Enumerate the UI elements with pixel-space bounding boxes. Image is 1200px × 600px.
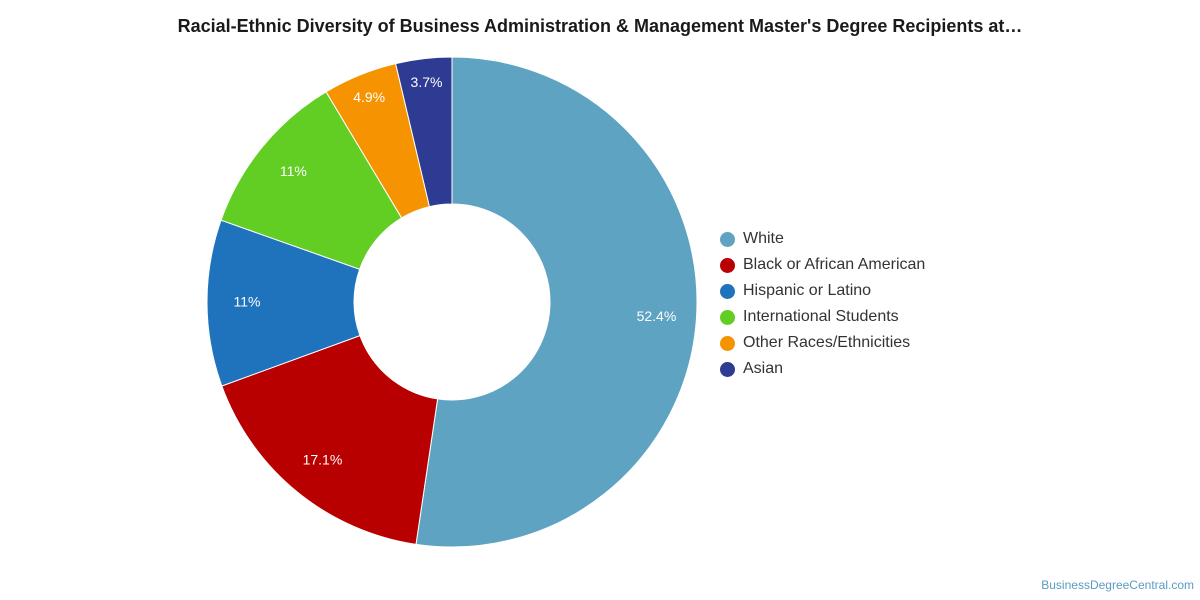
slice-label-1: 17.1%: [303, 452, 343, 468]
legend-item-0[interactable]: White: [720, 226, 925, 252]
legend-swatch-3: [720, 309, 735, 325]
legend-swatch-0: [720, 231, 735, 247]
legend-label-3: International Students: [743, 308, 899, 325]
slice-label-0: 52.4%: [637, 308, 677, 324]
legend-item-4[interactable]: Other Races/Ethnicities: [720, 330, 925, 356]
donut-slice-0[interactable]: [415, 56, 698, 548]
slice-label-2: 11%: [234, 294, 261, 310]
legend-label-1: Black or African American: [743, 256, 926, 273]
legend-item-2[interactable]: Hispanic or Latino: [720, 278, 925, 304]
chart-legend: White Black or African American Hispanic o…: [720, 226, 925, 382]
slice-label-3: 11%: [280, 163, 307, 179]
legend-item-3[interactable]: International Students: [720, 304, 925, 330]
donut-slice-1[interactable]: [221, 334, 439, 545]
legend-item-1[interactable]: Black or African American: [720, 252, 925, 278]
slice-label-4: 4.9%: [353, 89, 385, 105]
legend-label-4: Other Races/Ethnicities: [743, 334, 911, 351]
legend-label-5: Asian: [743, 360, 784, 377]
legend-swatch-1: [720, 257, 735, 273]
legend-swatch-4: [720, 335, 735, 351]
legend-label-2: Hispanic or Latino: [743, 282, 872, 299]
legend-label-0: White: [743, 230, 784, 247]
chart-title: Racial-Ethnic Diversity of Business Admi…: [177, 16, 1023, 36]
slice-label-5: 3.7%: [411, 74, 443, 90]
legend-swatch-2: [720, 283, 735, 299]
legend-swatch-5: [720, 361, 735, 377]
legend-item-5[interactable]: Asian: [720, 356, 925, 382]
watermark[interactable]: BusinessDegreeCentral.com: [1041, 578, 1194, 592]
donut-slice-5[interactable]: [395, 56, 453, 208]
